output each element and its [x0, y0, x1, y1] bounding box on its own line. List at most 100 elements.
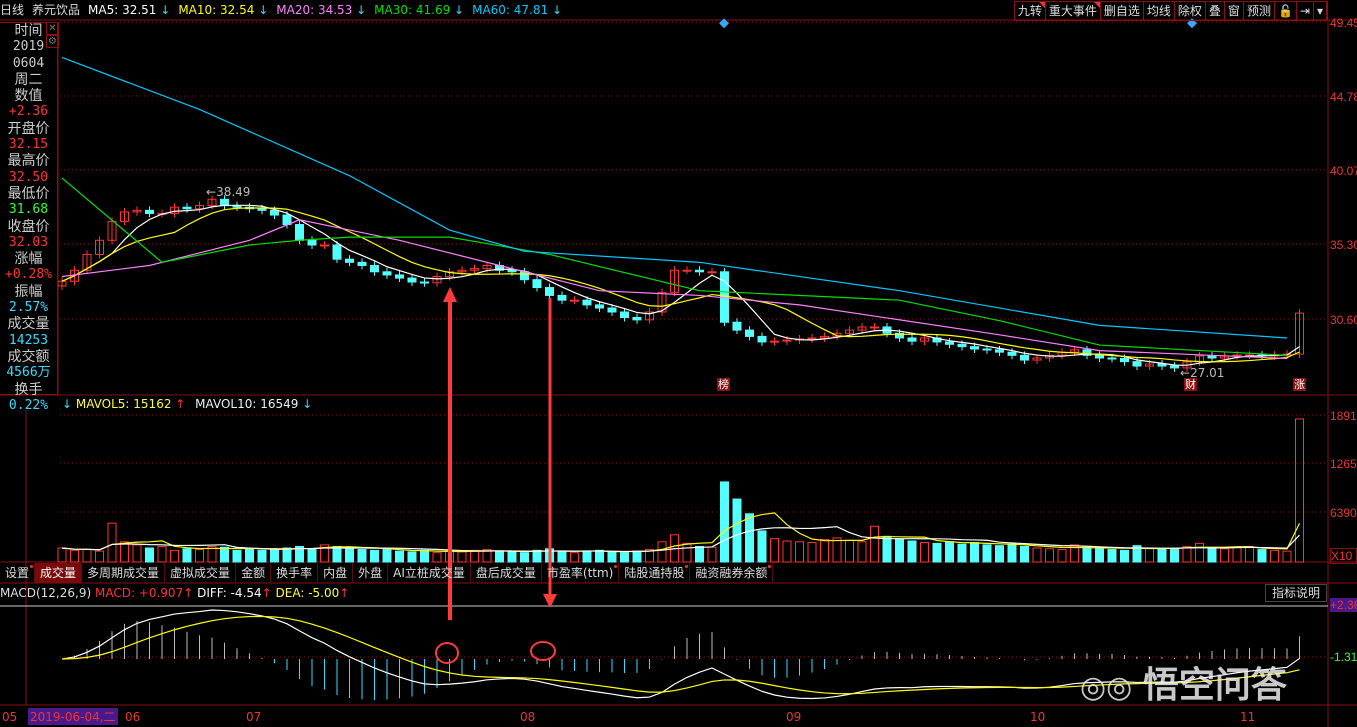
info-label: 数值: [14, 88, 43, 105]
tab-7[interactable]: 外盘: [353, 563, 389, 583]
candle: [320, 244, 329, 247]
volume-bar: [882, 535, 892, 563]
info-value: 2019: [12, 39, 45, 55]
candle: [1020, 354, 1029, 361]
candle: [395, 274, 404, 279]
candle: [845, 329, 854, 334]
candle: [870, 326, 879, 329]
tab-0[interactable]: 设置: [0, 563, 36, 583]
volume-bar: [620, 552, 629, 563]
chevron-down-icon[interactable]: ▾: [1314, 2, 1327, 20]
volume-bar: [1145, 547, 1154, 563]
toolbar-button[interactable]: 除权: [1175, 2, 1206, 20]
candle: [582, 299, 592, 306]
volume-bar: [370, 549, 379, 563]
candle: [570, 299, 579, 302]
volume-bar: [195, 549, 204, 563]
volume-bar: [470, 549, 479, 563]
price-axis-label: 40.07: [1330, 164, 1357, 178]
info-label: 最低价: [7, 185, 50, 202]
candle: [857, 326, 867, 331]
volume-bar: [507, 551, 517, 563]
toolbar-button[interactable]: 删自选: [1101, 2, 1144, 20]
gear-icon[interactable]: ⚙: [46, 35, 59, 48]
toolbar-button[interactable]: 九转: [1015, 2, 1046, 20]
arrow-down-icon: ↓: [450, 3, 465, 17]
tab-11[interactable]: 陆股通持股: [619, 563, 691, 583]
volume-bar: [520, 552, 529, 563]
period-label: 日线: [0, 3, 25, 17]
toolbar-button[interactable]: 叠: [1206, 2, 1225, 20]
volume-bar: [1095, 548, 1104, 563]
candle: [145, 209, 154, 214]
toolbar-button[interactable]: 预测: [1244, 2, 1275, 20]
volume-bar: [1032, 547, 1042, 563]
volume-bar: [607, 551, 617, 563]
price-axis-label: 30.60: [1330, 313, 1357, 327]
event-flag[interactable]: 财: [1184, 378, 1197, 391]
tab-4[interactable]: 金额: [236, 563, 272, 583]
volume-bar: [920, 542, 929, 563]
jump-to-end-icon[interactable]: ⇥: [1297, 2, 1314, 20]
volume-bar: [1220, 548, 1229, 563]
low-price-label: ←27.01: [1180, 366, 1225, 380]
candle: [170, 206, 179, 214]
candle: [982, 348, 992, 351]
volume-bar: [945, 541, 954, 563]
macd-header: MACD(12,26,9) MACD: +0.907↑ DIFF: -4.54↑…: [0, 586, 350, 600]
volume-bar: [995, 545, 1004, 563]
ma-legend-item: MA10: 32.54: [178, 3, 255, 17]
tab-8[interactable]: AI立桩成交量: [388, 563, 471, 583]
tab-2[interactable]: 多周期成交量: [82, 563, 166, 583]
stock-name: 养元饮品: [32, 3, 81, 17]
volume-bar: [1082, 546, 1092, 563]
candle: [1170, 365, 1179, 369]
candle: [707, 271, 717, 274]
volume-bar: [832, 537, 842, 563]
toolbar-button[interactable]: 均线: [1144, 2, 1175, 20]
candle: [420, 281, 429, 284]
volume-bar: [245, 548, 254, 563]
candle: [1070, 349, 1079, 353]
candle: [607, 307, 617, 313]
toolbar-button[interactable]: 窗: [1225, 2, 1244, 20]
volume-bar: [132, 544, 142, 563]
tab-5[interactable]: 换手率: [271, 563, 319, 583]
volume-bar: [232, 549, 242, 563]
toolbar-button[interactable]: 重大事件: [1046, 2, 1101, 20]
tab-6[interactable]: 内盘: [318, 563, 354, 583]
info-value: 32.03: [8, 234, 49, 250]
volume-bar: [682, 542, 692, 563]
volume-bar: [1157, 548, 1167, 563]
high-price-label: ←38.49: [206, 185, 251, 199]
low-price-value: 27.01: [1190, 366, 1225, 380]
candle: [970, 346, 979, 350]
lock-icon[interactable]: 🔓: [1275, 2, 1297, 20]
candle: [745, 329, 754, 337]
candle: [1120, 357, 1129, 363]
info-label: 最高价: [7, 153, 50, 170]
annotation-circle: [435, 642, 459, 664]
event-flag[interactable]: 榜: [717, 378, 730, 391]
tab-1[interactable]: 成交量: [35, 563, 83, 583]
indicator-explain-button[interactable]: 指标说明: [1265, 584, 1327, 602]
close-icon[interactable]: ✕: [46, 22, 59, 35]
tab-9[interactable]: 盘后成交量: [471, 563, 542, 583]
tab-10[interactable]: 市盈率(ttm): [542, 563, 620, 583]
ma-legend-item: MA20: 34.53: [276, 3, 353, 17]
info-value: 0.22%: [8, 397, 49, 413]
price-axis-label: 44.78: [1330, 90, 1357, 104]
volume-bar: [495, 550, 504, 563]
tab-12[interactable]: 融资融券余额: [690, 563, 774, 583]
candle: [595, 304, 604, 309]
price-axis-label: 49.45: [1330, 16, 1357, 30]
candle: [920, 337, 929, 342]
tab-3[interactable]: 虚拟成交量: [165, 563, 237, 583]
info-label: 开盘价: [7, 120, 50, 137]
volume-bar: [1207, 547, 1217, 563]
volume-bar: [720, 481, 729, 563]
volume-bar: [1245, 545, 1254, 563]
date-label: 05: [2, 710, 18, 724]
event-flag[interactable]: 涨: [1293, 378, 1306, 391]
